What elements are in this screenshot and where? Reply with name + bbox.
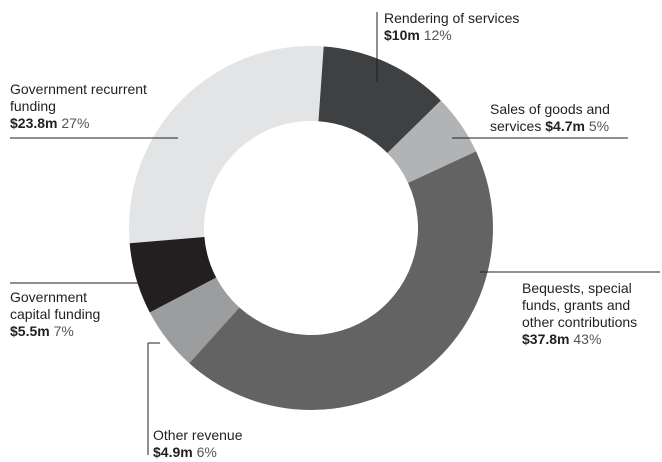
- slice: [318, 46, 441, 154]
- value-label: $10m: [384, 27, 420, 43]
- category-label: Government capital funding: [10, 289, 101, 322]
- percentage-label: 5%: [588, 118, 610, 134]
- slice: [129, 236, 217, 313]
- category-label: Sales of goods and services: [490, 101, 610, 134]
- percentage-label: 7%: [53, 323, 74, 339]
- slice-label: Bequests, special funds, grants and othe…: [522, 280, 662, 348]
- category-label: Other revenue: [153, 427, 243, 443]
- percentage-label: 43%: [573, 331, 602, 347]
- slice-label: Other revenue $4.9m 6%: [153, 427, 293, 461]
- slice-label: Rendering of services $10m 12%: [384, 10, 534, 44]
- value-label: $37.8m: [522, 331, 570, 347]
- slice: [149, 277, 240, 364]
- category-label: Government recurrent funding: [10, 81, 147, 114]
- percentage-label: 12%: [423, 27, 452, 43]
- slice: [189, 151, 494, 411]
- slice: [129, 46, 324, 244]
- slice-label: Government recurrent funding $23.8m 27%: [10, 81, 160, 132]
- value-label: $5.5m: [10, 323, 50, 339]
- category-label: Bequests, special funds, grants and othe…: [522, 280, 638, 330]
- slice-label: Sales of goods and services $4.7m 5%: [490, 101, 630, 135]
- slice: [387, 100, 476, 183]
- value-label: $4.7m: [545, 118, 585, 134]
- value-label: $4.9m: [153, 444, 193, 460]
- percentage-label: 27%: [61, 115, 90, 131]
- percentage-label: 6%: [196, 444, 217, 460]
- category-label: Rendering of services: [384, 10, 520, 26]
- slice-label: Government capital funding $5.5m 7%: [10, 289, 120, 340]
- value-label: $23.8m: [10, 115, 58, 131]
